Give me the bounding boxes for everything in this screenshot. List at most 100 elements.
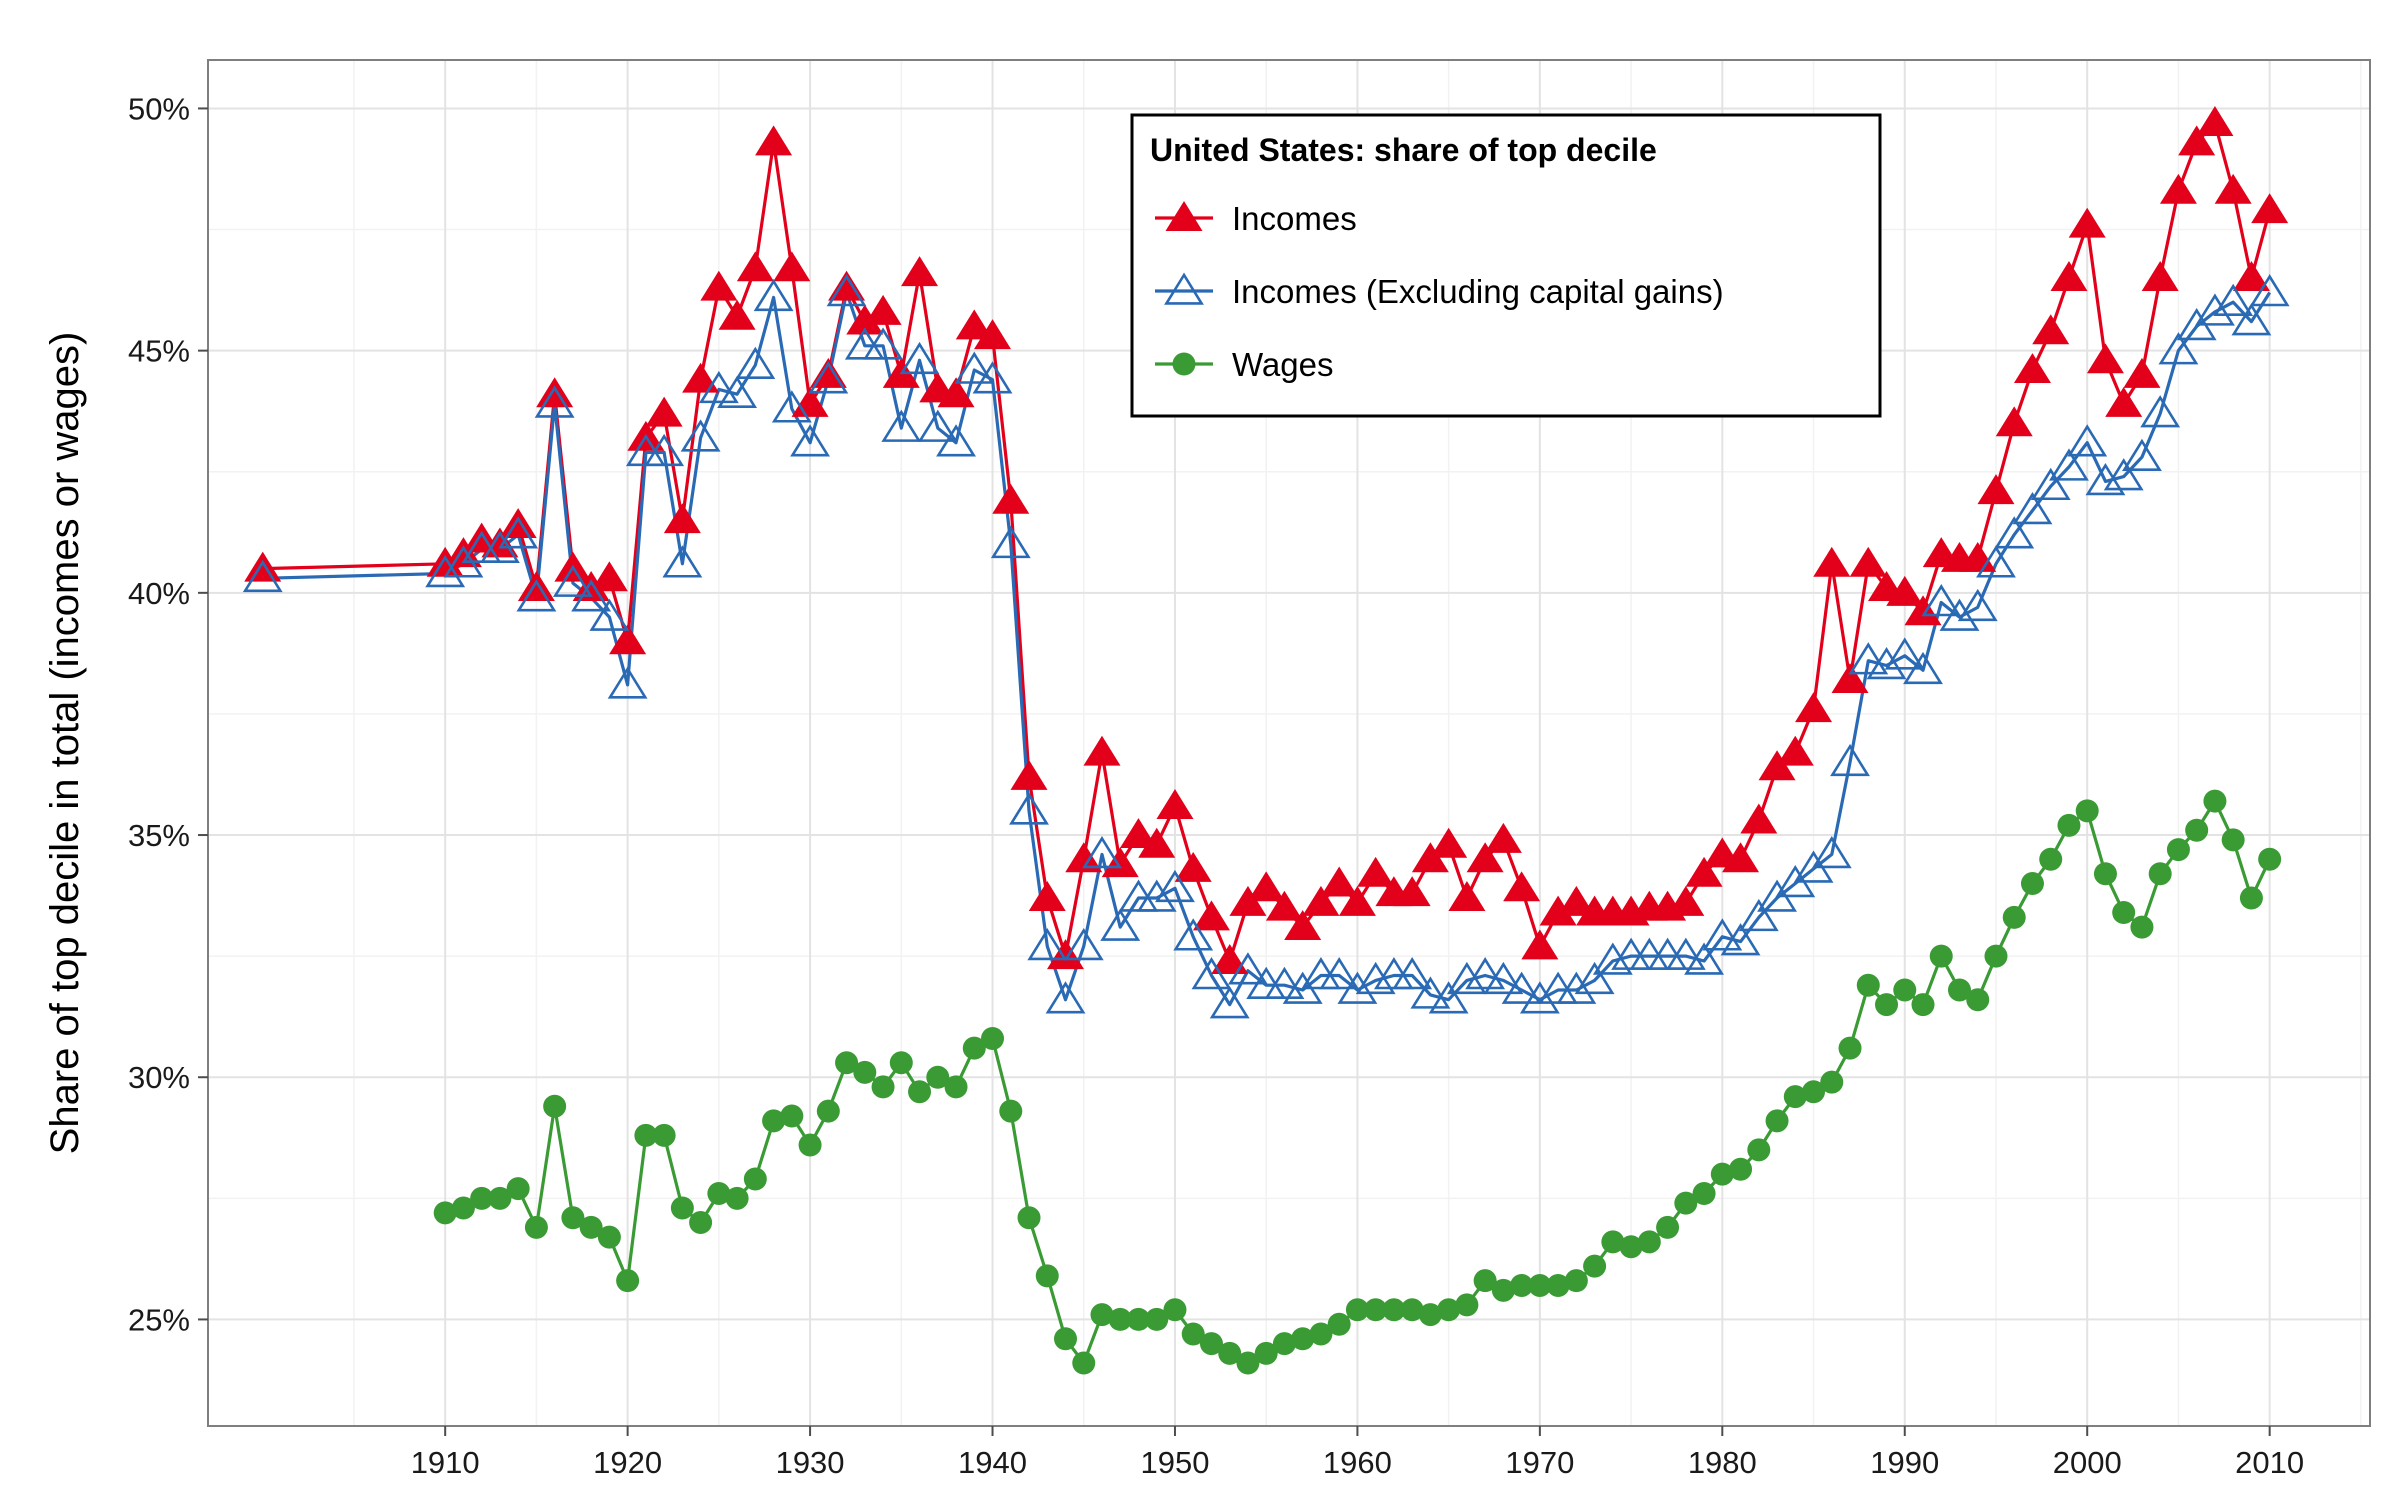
data-point <box>1156 789 1194 819</box>
data-point <box>917 409 958 442</box>
data-point <box>707 1181 731 1205</box>
data-point <box>972 361 1013 394</box>
data-point <box>2039 847 2063 871</box>
data-point <box>425 554 466 588</box>
y-tick-label: 45% <box>128 334 190 369</box>
data-point <box>589 598 630 631</box>
data-point <box>2032 314 2070 345</box>
data-point <box>1976 545 2016 578</box>
data-point <box>1400 1298 1424 1322</box>
data-point <box>2258 847 2282 871</box>
data-point <box>1192 900 1230 931</box>
x-tick-label: 1980 <box>1688 1445 1757 1480</box>
data-point <box>1813 546 1851 577</box>
data-point <box>718 299 756 330</box>
data-point <box>1428 981 1469 1014</box>
data-point <box>937 377 975 408</box>
legend-title: United States: share of top decile <box>1150 132 1657 168</box>
data-point <box>992 483 1030 514</box>
data-point <box>499 508 537 539</box>
legend-key-marker <box>1172 352 1196 376</box>
data-point <box>1483 961 1524 995</box>
data-point <box>1574 961 1615 995</box>
data-point <box>1392 957 1433 990</box>
data-point <box>1448 881 1486 911</box>
legend: United States: share of top decile Incom… <box>1130 113 1882 418</box>
data-point <box>1995 406 2033 437</box>
series-points <box>242 106 2290 1375</box>
y-tick-label: 40% <box>128 576 190 611</box>
data-point <box>516 579 557 612</box>
data-point <box>1047 939 1084 970</box>
data-point <box>826 274 867 307</box>
data-point <box>1466 842 1504 873</box>
legend-label: Incomes (Excluding capital gains) <box>1232 273 1724 310</box>
data-point <box>2122 438 2162 471</box>
data-point <box>506 1177 530 1201</box>
data-point <box>881 409 922 442</box>
legend-label: Wages <box>1232 346 1333 383</box>
data-point <box>743 1167 767 1191</box>
data-point <box>2214 173 2252 204</box>
legend-key-marker <box>1165 201 1203 231</box>
data-point <box>543 1094 567 1118</box>
data-point <box>2112 901 2136 925</box>
data-point <box>1747 1138 1771 1162</box>
data-point <box>1811 835 1852 869</box>
data-point <box>1272 1332 1296 1356</box>
data-point <box>762 1109 786 1133</box>
data-point <box>689 1211 713 1235</box>
legend-item-1: Incomes <box>1155 200 1357 237</box>
data-point <box>1309 1322 1333 1346</box>
data-point <box>2159 173 2197 204</box>
data-point <box>1264 966 1305 999</box>
data-point <box>670 1196 694 1220</box>
data-point <box>1720 923 1761 956</box>
data-point <box>871 1075 895 1099</box>
data-point <box>700 270 738 301</box>
data-point <box>433 1201 457 1225</box>
data-point <box>1904 595 1942 626</box>
data-point <box>1291 1327 1315 1351</box>
data-point <box>1592 942 1633 975</box>
data-point <box>753 278 794 312</box>
legend-item-2: Incomes (Excluding capital gains) <box>1155 272 1724 310</box>
legend-label: Incomes <box>1232 200 1357 237</box>
data-point <box>974 319 1012 350</box>
data-point <box>2239 886 2263 910</box>
data-point <box>1247 871 1285 902</box>
data-point <box>1063 927 1104 961</box>
data-point <box>498 516 539 549</box>
data-point <box>1418 1303 1442 1327</box>
data-point <box>1138 827 1176 858</box>
data-point <box>2249 274 2290 307</box>
data-point <box>1027 927 1068 961</box>
x-tick-label: 1970 <box>1505 1445 1574 1480</box>
data-point <box>242 559 283 593</box>
data-point <box>798 1133 822 1157</box>
data-point <box>1108 1307 1132 1331</box>
data-point <box>1054 1327 1078 1351</box>
data-point <box>1218 1341 1242 1365</box>
data-point <box>1893 978 1917 1002</box>
data-point <box>1191 957 1232 990</box>
data-point <box>1848 642 1889 675</box>
data-point <box>536 377 574 408</box>
data-point <box>1564 1269 1588 1293</box>
data-point <box>1174 851 1212 882</box>
data-point <box>1319 957 1360 990</box>
data-point <box>451 1196 475 1220</box>
data-point <box>2213 283 2254 316</box>
data-point <box>1939 598 1980 631</box>
x-tick-label: 1910 <box>411 1445 480 1480</box>
x-tick-label: 1940 <box>958 1445 1027 1480</box>
y-tick-label: 50% <box>128 91 190 126</box>
series-points-3 <box>433 789 2282 1375</box>
data-point <box>1546 1274 1570 1298</box>
data-point <box>1082 835 1122 869</box>
data-point <box>524 1215 548 1239</box>
data-point <box>1738 898 1779 932</box>
data-point <box>908 1080 932 1104</box>
data-point <box>1556 971 1597 1004</box>
